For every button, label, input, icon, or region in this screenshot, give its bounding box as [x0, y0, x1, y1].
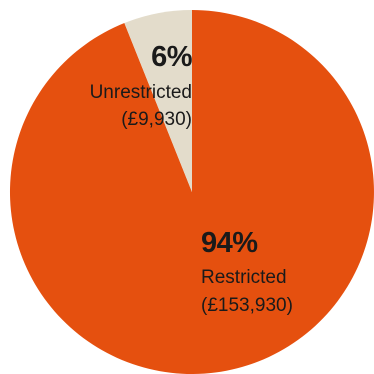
unrestricted-name-label: Unrestricted [90, 82, 192, 103]
pie-slice-unrestricted [124, 9, 192, 192]
unrestricted-amount-label: (£9,930) [121, 109, 192, 130]
pie-slices [9, 9, 374, 374]
pie-slice-restricted [9, 10, 374, 374]
unrestricted-percent-label: 6% [151, 41, 193, 73]
restricted-name-label: Restricted [201, 267, 287, 288]
restricted-amount-label: (£153,930) [201, 295, 293, 316]
restricted-percent-label: 94% [201, 227, 258, 259]
